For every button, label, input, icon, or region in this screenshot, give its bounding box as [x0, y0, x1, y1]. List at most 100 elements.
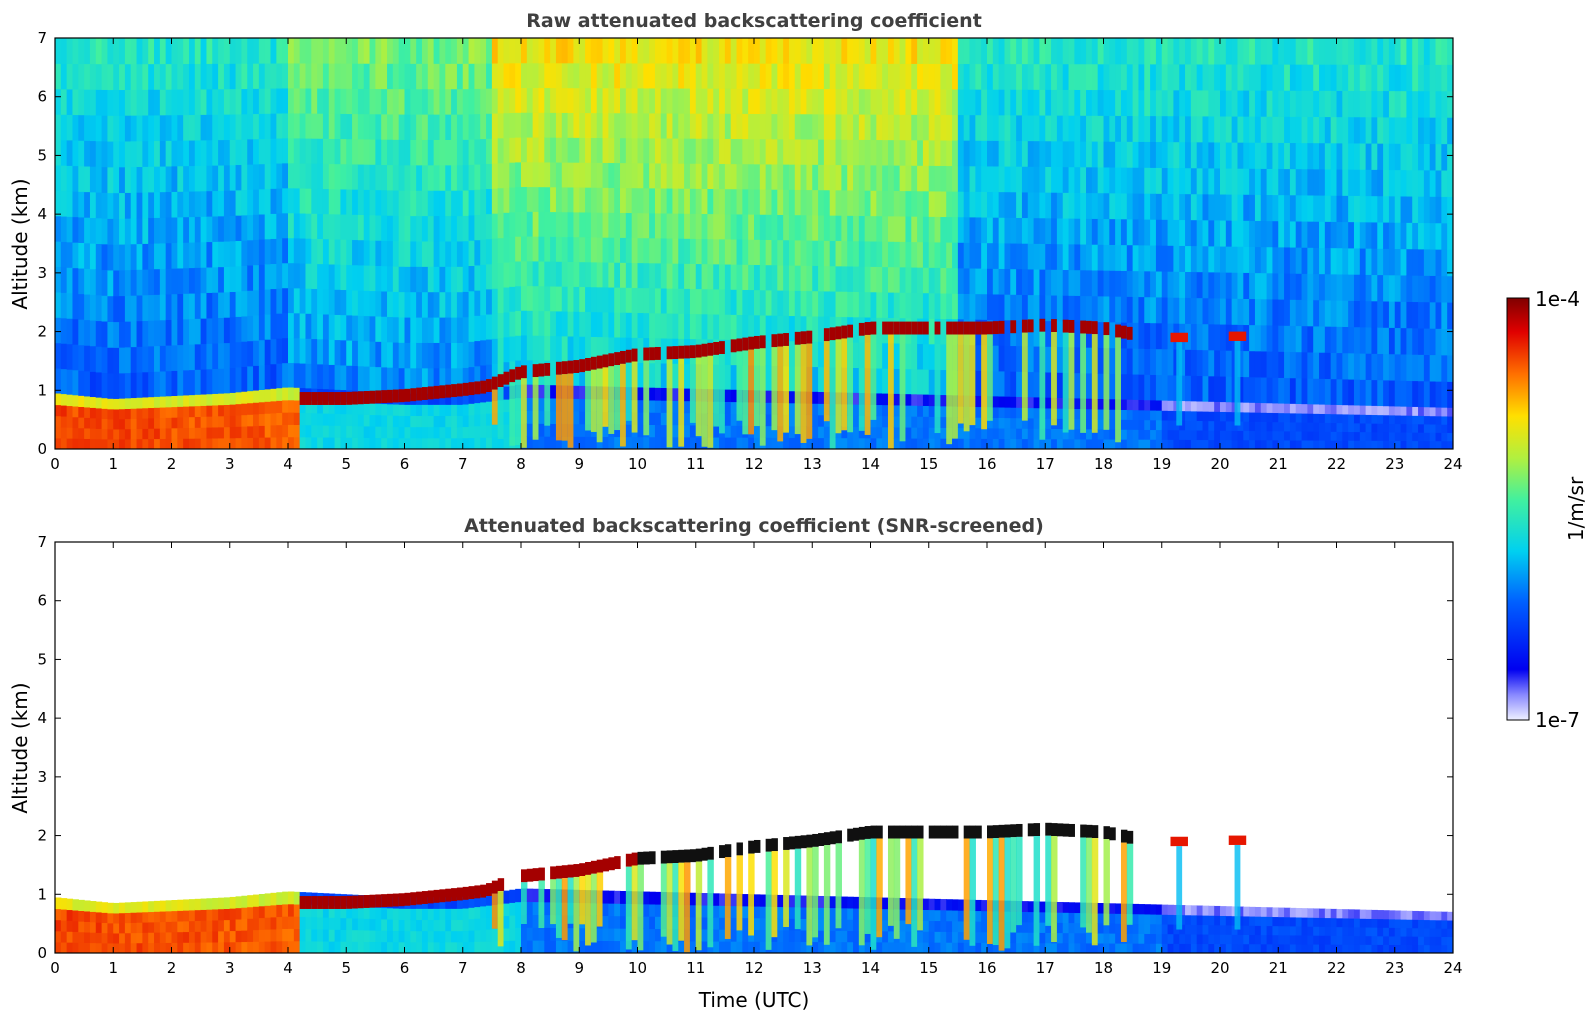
boundary-layer-cell — [363, 425, 371, 438]
noise-cell — [387, 316, 394, 343]
noise-cell — [78, 344, 85, 371]
noise-cell — [456, 291, 464, 318]
noise-cell — [89, 89, 97, 116]
boundary-layer-cell — [165, 396, 173, 408]
noise-cell — [142, 371, 149, 398]
noise-cell — [922, 241, 930, 268]
noise-cell — [311, 288, 318, 315]
noise-cell — [311, 313, 318, 340]
noise-cell — [101, 115, 109, 142]
noise-cell — [1214, 271, 1221, 299]
noise-cell — [119, 192, 126, 219]
noise-cell — [1126, 141, 1134, 168]
boundary-layer-cell — [1406, 415, 1413, 425]
noise-cell — [468, 341, 475, 368]
noise-cell — [1447, 143, 1453, 171]
noise-cell — [1185, 141, 1192, 169]
noise-cell — [643, 287, 650, 314]
noise-cell — [1284, 377, 1291, 405]
noise-cell — [433, 114, 441, 140]
boundary-layer-cell — [538, 436, 545, 449]
noise-cell — [1336, 90, 1343, 118]
noise-cell — [975, 165, 982, 192]
boundary-layer-cell — [433, 404, 441, 417]
noise-cell — [119, 244, 126, 271]
noise-cell — [637, 137, 644, 164]
noise-cell — [654, 287, 662, 314]
boundary-layer-cell — [124, 408, 132, 420]
boundary-layer-cell — [60, 394, 68, 406]
boundary-layer-cell — [177, 438, 184, 449]
noise-cell — [497, 337, 505, 364]
noise-cell — [1249, 168, 1256, 195]
noise-cell — [352, 239, 359, 266]
noise-cell — [445, 88, 452, 115]
noise-cell — [509, 236, 516, 263]
noise-cell — [171, 89, 178, 116]
noise-cell — [1109, 89, 1116, 116]
noise-cell — [555, 112, 563, 138]
boundary-layer-cell — [159, 396, 167, 408]
noise-cell — [218, 38, 225, 64]
noise-cell — [526, 87, 534, 113]
noise-cell — [1435, 249, 1442, 277]
boundary-layer-cell — [660, 412, 668, 426]
noise-cell — [1225, 350, 1233, 377]
boundary-layer-cell — [72, 395, 79, 407]
noise-cell — [357, 164, 365, 190]
noise-cell — [1330, 221, 1338, 249]
x-tick-label: 10 — [628, 455, 647, 473]
noise-cell — [765, 340, 773, 366]
noise-cell — [678, 63, 685, 89]
noise-cell — [322, 138, 330, 164]
noise-cell — [282, 87, 289, 114]
noise-cell — [1039, 294, 1046, 322]
noise-cell — [235, 113, 242, 140]
noise-cell — [317, 63, 324, 89]
noise-cell — [643, 38, 650, 64]
noise-cell — [416, 164, 423, 191]
noise-cell — [515, 137, 522, 163]
noise-cell — [468, 366, 475, 393]
noise-cell — [218, 190, 225, 217]
noise-cell — [270, 88, 277, 114]
noise-cell — [1155, 271, 1163, 298]
noise-cell — [253, 189, 260, 215]
noise-cell — [998, 217, 1006, 244]
noise-cell — [136, 140, 143, 167]
noise-cell — [841, 265, 848, 292]
noise-cell — [101, 243, 109, 271]
boundary-layer-cell — [905, 427, 912, 439]
noise-cell — [1412, 143, 1419, 171]
noise-cell — [649, 137, 656, 164]
cloud-cell — [666, 346, 674, 360]
noise-cell — [1103, 63, 1110, 91]
noise-cell — [515, 260, 522, 287]
noise-cell — [1173, 219, 1180, 246]
noise-cell — [480, 264, 487, 291]
noise-cell — [305, 338, 312, 364]
noise-cell — [206, 216, 213, 243]
noise-cell — [917, 343, 924, 370]
cloud-cell — [352, 391, 359, 405]
noise-cell — [165, 63, 173, 90]
boundary-layer-cell — [95, 397, 103, 409]
boundary-layer-cell — [1406, 423, 1413, 433]
noise-cell — [876, 139, 883, 166]
noise-cell — [905, 63, 912, 90]
noise-cell — [229, 63, 237, 90]
noise-cell — [375, 341, 382, 368]
boundary-layer-cell — [427, 415, 435, 428]
noise-cell — [1004, 294, 1011, 321]
noise-cell — [754, 38, 761, 64]
noise-cell — [876, 215, 883, 242]
boundary-layer-cell — [526, 397, 534, 411]
boundary-layer-cell — [1324, 422, 1332, 432]
noise-cell — [684, 113, 691, 139]
noise-cell — [206, 267, 213, 293]
noise-cell — [293, 162, 301, 189]
noise-cell — [730, 364, 738, 391]
noise-cell — [614, 312, 621, 338]
noise-cell — [72, 89, 79, 116]
boundary-layer-cell — [1161, 429, 1169, 440]
